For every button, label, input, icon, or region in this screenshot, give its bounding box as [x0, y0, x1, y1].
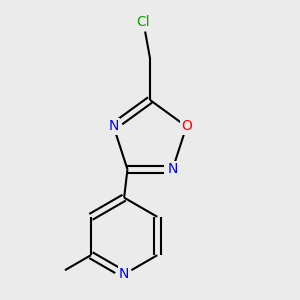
Text: N: N [167, 162, 178, 176]
Text: Cl: Cl [136, 15, 150, 29]
Text: N: N [108, 119, 119, 134]
Text: O: O [181, 119, 192, 134]
Text: N: N [119, 267, 129, 281]
